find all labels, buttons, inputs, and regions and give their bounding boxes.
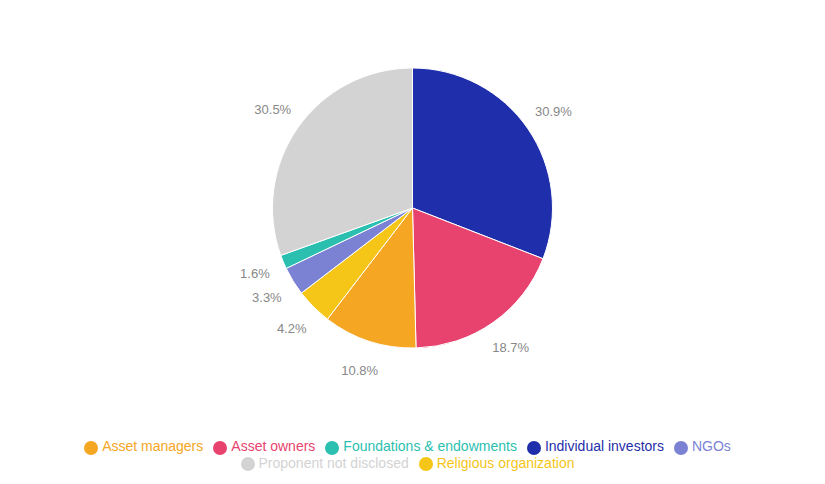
html-text:Individual investors: Individual investors [544, 438, 664, 455]
html-text:Asset owners: Asset owners [231, 438, 316, 455]
svg-text:4.2%: 4.2% [277, 321, 307, 336]
html-text:NGOs: NGOs [692, 438, 731, 455]
svg-text:30.9%: 30.9% [535, 104, 572, 119]
svg-text:3.3%: 3.3% [252, 290, 282, 305]
svg-text:1.6%: 1.6% [240, 266, 270, 281]
svg-text:30.5%: 30.5% [254, 102, 291, 117]
html-text:Asset managers: Asset managers [102, 438, 204, 455]
html-text:Foundations & endowments: Foundations & endowments [343, 438, 517, 455]
svg-text:18.7%: 18.7% [492, 340, 529, 355]
html-text:Religious organization: Religious organization [436, 454, 575, 471]
html-text:Proponent not disclosed: Proponent not disclosed [258, 454, 409, 471]
svg-text:10.8%: 10.8% [341, 363, 378, 378]
